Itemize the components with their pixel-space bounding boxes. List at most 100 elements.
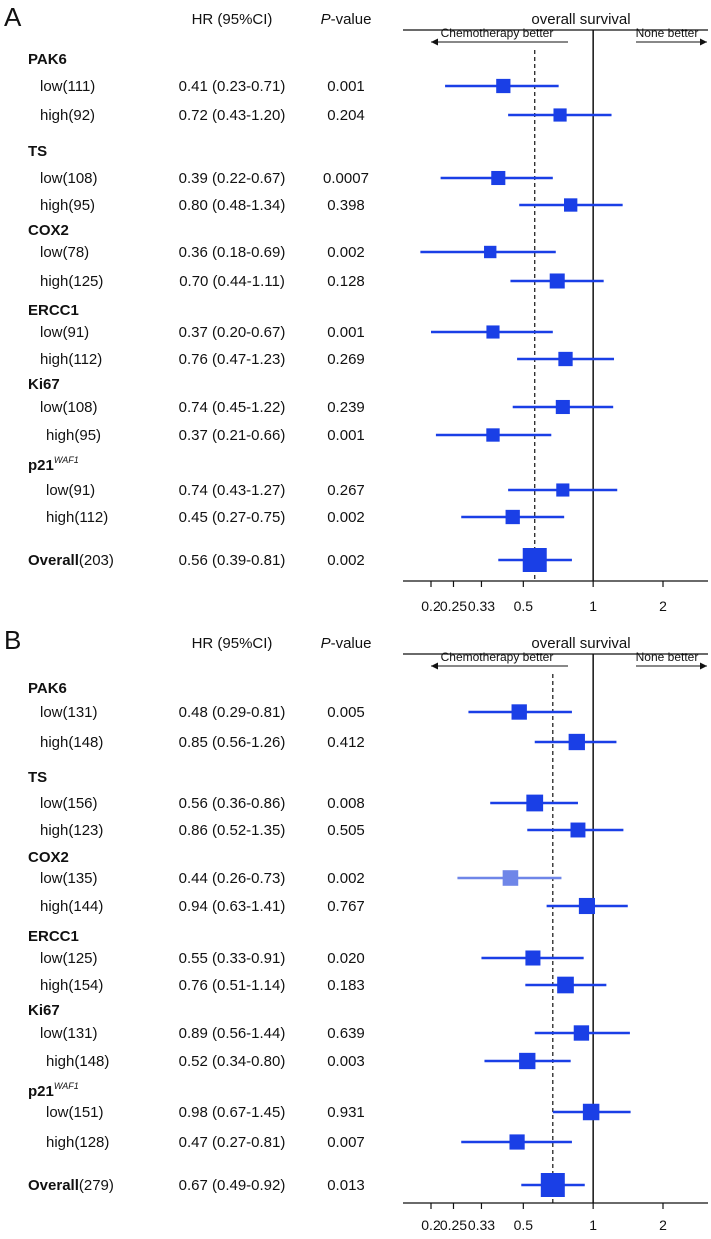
hr-ci-text: 0.44 (0.26-0.73) <box>179 870 286 887</box>
hr-marker <box>526 794 544 812</box>
x-tick-label: 0.2 <box>421 598 441 614</box>
left-arrow-head <box>431 38 438 46</box>
right-arrow-label: None better <box>636 650 699 664</box>
hr-ci-text: 0.47 (0.27-0.81) <box>179 1134 286 1151</box>
row-label: low(78) <box>40 244 89 261</box>
row-label: low(131) <box>40 704 98 721</box>
hr-marker <box>570 822 586 838</box>
hr-marker <box>564 198 578 212</box>
hr-ci-text: 0.56 (0.36-0.86) <box>179 795 286 812</box>
p-value-text: 0.639 <box>327 1025 365 1042</box>
p-value-text: 0.007 <box>327 1134 365 1151</box>
p-value-text: 0.020 <box>327 950 365 967</box>
hr-marker <box>549 273 565 289</box>
x-tick-label: 2 <box>659 1217 667 1233</box>
row-label: low(156) <box>40 795 98 812</box>
row-label: high(148) <box>40 734 103 751</box>
panel-label: B <box>4 625 21 655</box>
hr-marker <box>502 870 519 886</box>
hr-ci-text: 0.52 (0.34-0.80) <box>179 1053 286 1070</box>
p-value-text: 0.183 <box>327 977 365 994</box>
chart-title: overall survival <box>531 11 630 28</box>
row-label: low(135) <box>40 870 98 887</box>
group-label: PAK6 <box>28 51 67 68</box>
x-tick-label: 0.25 <box>440 598 467 614</box>
hr-column-header: HR (95%CI) <box>192 11 273 28</box>
forest-panel-b: B HR (95%CI) P-value overall survivalChemot… <box>4 625 708 1233</box>
p-value-text: 0.269 <box>327 351 365 368</box>
x-tick-label: 2 <box>659 598 667 614</box>
p-value-text: 0.412 <box>327 734 365 751</box>
hr-marker <box>578 897 595 915</box>
hr-marker <box>486 325 500 339</box>
x-tick-label: 0.33 <box>468 1217 495 1233</box>
right-arrow-label: None better <box>636 26 699 40</box>
hr-ci-text: 0.41 (0.23-0.71) <box>179 78 286 95</box>
group-label: COX2 <box>28 222 69 239</box>
row-label: high(154) <box>40 977 103 994</box>
hr-ci-text: 0.37 (0.21-0.66) <box>179 427 286 444</box>
group-label: Ki67 <box>28 1002 60 1019</box>
group-label: PAK6 <box>28 680 67 697</box>
left-arrow-label: Chemotherapy better <box>441 650 554 664</box>
x-tick-label: 0.25 <box>440 1217 467 1233</box>
hr-ci-text: 0.72 (0.43-1.20) <box>179 107 286 124</box>
hr-marker <box>484 245 497 259</box>
p-value-text: 0.008 <box>327 795 365 812</box>
p-value-text: 0.003 <box>327 1053 365 1070</box>
p-value-text: 0.0007 <box>323 170 369 187</box>
chart-title: overall survival <box>531 635 630 652</box>
group-label: p21WAF1 <box>28 1081 79 1100</box>
p-value-column-header: P-value <box>321 11 372 28</box>
row-label: high(128) <box>46 1134 109 1151</box>
p-value-text: 0.398 <box>327 197 365 214</box>
hr-marker <box>491 170 506 186</box>
panel-label: A <box>4 2 22 32</box>
hr-marker <box>556 483 570 497</box>
p-value-text: 0.001 <box>327 78 365 95</box>
hr-ci-text: 0.76 (0.51-1.14) <box>179 977 286 994</box>
hr-column-header: HR (95%CI) <box>192 635 273 652</box>
row-label: low(108) <box>40 170 98 187</box>
p-value-text: 0.931 <box>327 1104 365 1121</box>
hr-ci-text: 0.85 (0.56-1.26) <box>179 734 286 751</box>
p-value-text: 0.128 <box>327 273 365 290</box>
hr-marker <box>505 509 520 525</box>
hr-ci-text: 0.89 (0.56-1.44) <box>179 1025 286 1042</box>
p-value-text: 0.001 <box>327 427 365 444</box>
forest-panel-a: A HR (95%CI) P-value overall survivalChemot… <box>4 2 708 614</box>
hr-marker <box>522 548 547 572</box>
hr-ci-text: 0.86 (0.52-1.35) <box>179 822 286 839</box>
row-label: high(112) <box>40 351 102 368</box>
row-label: high(112) <box>46 509 108 526</box>
row-label: low(91) <box>46 482 95 499</box>
row-label: low(125) <box>40 950 98 967</box>
hr-marker <box>509 1134 525 1150</box>
hr-marker <box>568 733 585 751</box>
row-label: low(91) <box>40 324 89 341</box>
hr-marker <box>558 351 573 367</box>
hr-ci-text: 0.70 (0.44-1.11) <box>179 273 285 290</box>
p-value-column-header: P-value <box>321 635 372 652</box>
hr-ci-text: 0.76 (0.47-1.23) <box>179 351 286 368</box>
overall-hr-ci-text: 0.56 (0.39-0.81) <box>179 552 286 569</box>
right-arrow-head <box>700 662 707 670</box>
p-value-text: 0.505 <box>327 822 365 839</box>
p-value-text: 0.002 <box>327 244 365 261</box>
left-arrow-head <box>431 662 438 670</box>
group-label: TS <box>28 769 47 786</box>
hr-ci-text: 0.36 (0.18-0.69) <box>179 244 286 261</box>
p-value-text: 0.002 <box>327 509 365 526</box>
row-label: high(125) <box>40 273 103 290</box>
hr-ci-text: 0.74 (0.45-1.22) <box>179 399 286 416</box>
overall-hr-ci-text: 0.67 (0.49-0.92) <box>179 1177 286 1194</box>
hr-ci-text: 0.55 (0.33-0.91) <box>179 950 286 967</box>
hr-marker <box>557 976 574 994</box>
p-value-text: 0.005 <box>327 704 365 721</box>
x-tick-label: 1 <box>589 1217 597 1233</box>
hr-ci-text: 0.48 (0.29-0.81) <box>179 704 286 721</box>
group-label: ERCC1 <box>28 928 79 945</box>
hr-marker <box>486 428 500 442</box>
hr-marker <box>496 78 511 94</box>
